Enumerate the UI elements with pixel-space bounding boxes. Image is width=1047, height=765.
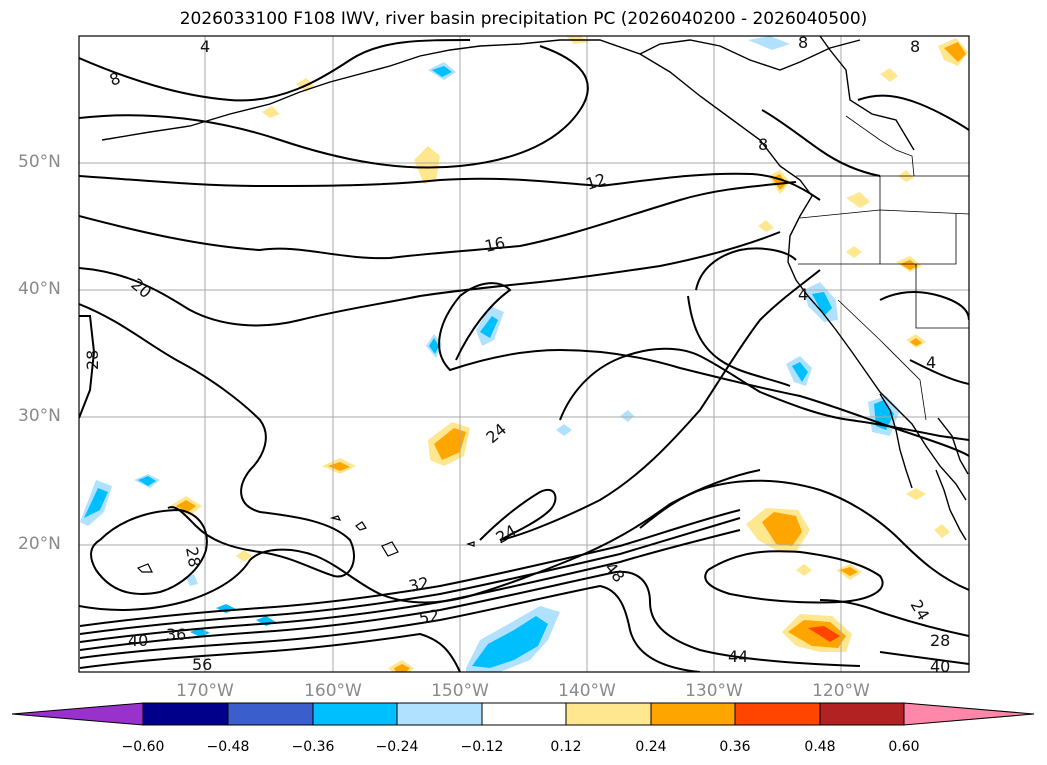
precip-patch <box>944 42 966 62</box>
contour-label: 4 <box>926 353 936 372</box>
precip-patch <box>138 476 156 486</box>
colorbar-tick: −0.60 <box>121 739 165 755</box>
precip-patch <box>846 192 870 208</box>
precip-patch <box>846 246 862 258</box>
precip-patch <box>910 338 922 346</box>
iwv-contours <box>79 39 969 672</box>
lon-label-170w: 170°W <box>176 681 234 701</box>
islands <box>136 515 475 573</box>
contour-label: 52 <box>417 606 440 628</box>
colorbar-segment <box>142 702 229 726</box>
precip-patch <box>758 220 774 232</box>
lon-label-140w: 140°W <box>558 681 616 701</box>
colorbar-tick: −0.24 <box>375 739 419 755</box>
coastlines <box>101 36 969 541</box>
lat-label-30n: 30°N <box>18 406 61 426</box>
lon-label-160w: 160°W <box>304 681 362 701</box>
precip-patch <box>812 292 832 316</box>
precip-patch <box>880 68 898 82</box>
precip-patch <box>472 616 548 668</box>
contour-label: 16 <box>483 233 507 256</box>
contour-label: 28 <box>930 631 950 650</box>
colorbar-segment <box>227 702 314 726</box>
precip-patch <box>414 146 440 184</box>
colorbar-tick: 0.48 <box>804 739 836 755</box>
colorbar-segment <box>734 702 821 726</box>
precip-patch <box>762 512 802 546</box>
colorbar-tick: 0.12 <box>550 739 582 755</box>
colorbar-segment <box>650 702 736 726</box>
precip-patch <box>84 488 108 518</box>
colorbar-tick: 0.60 <box>888 739 920 755</box>
precip-patch <box>480 316 498 338</box>
precip-patch <box>906 488 926 500</box>
colorbar-segment <box>903 702 1035 726</box>
graticule <box>79 36 969 672</box>
colorbar-tick: −0.12 <box>460 739 504 755</box>
contour-label: 48 <box>601 558 629 586</box>
lat-label-40n: 40°N <box>18 279 61 299</box>
contour-label: 8 <box>798 33 808 52</box>
contour-label: 32 <box>407 573 431 596</box>
lon-label-130w: 130°W <box>685 681 743 701</box>
precip-patch <box>434 428 466 460</box>
colorbar-segment <box>312 702 398 726</box>
colorbar-segment <box>396 702 483 726</box>
contour-label: 4 <box>798 285 808 304</box>
state-borders <box>796 115 969 421</box>
lon-label-120w: 120°W <box>812 681 870 701</box>
contour-label: 24 <box>907 597 934 624</box>
contour-label: 8 <box>758 135 768 154</box>
contour-label: 24 <box>482 419 510 447</box>
precip-patch <box>792 362 808 382</box>
precip-patch <box>262 106 280 118</box>
colorbar-segment <box>819 702 905 726</box>
contour-label: 44 <box>728 647 748 666</box>
lat-label-50n: 50°N <box>18 152 61 172</box>
contour-label: 4 <box>200 37 210 56</box>
colorbar-tick: −0.36 <box>291 739 335 755</box>
contour-label: 36 <box>166 625 186 644</box>
colorbar-segment <box>481 702 567 726</box>
precip-patch <box>840 567 858 576</box>
contour-label: 28 <box>83 350 102 370</box>
precip-patch <box>556 424 572 436</box>
map-frame <box>78 35 970 673</box>
precip-patch <box>429 338 439 354</box>
contour-label: 28 <box>182 545 204 568</box>
contour-label: 40 <box>930 657 950 676</box>
lat-label-20n: 20°N <box>18 534 61 554</box>
colorbar-tick: 0.36 <box>719 739 751 755</box>
contour-label: 56 <box>192 655 212 674</box>
lon-label-150w: 150°W <box>431 681 489 701</box>
colorbar-segment <box>11 702 144 726</box>
precip-patch <box>432 66 452 77</box>
precip-patch <box>186 574 198 586</box>
precip-patch <box>394 664 410 672</box>
contour-label: 40 <box>128 631 148 650</box>
colorbar <box>11 702 1035 726</box>
colorbar-segment <box>565 702 652 726</box>
precip-patch <box>748 36 790 50</box>
precip-shading <box>80 36 968 672</box>
map-title: 2026033100 F108 IWV, river basin precipi… <box>179 9 868 29</box>
precip-patch <box>808 626 840 642</box>
precip-patch <box>620 410 634 422</box>
precip-patch <box>236 550 252 562</box>
colorbar-tick: −0.48 <box>206 739 250 755</box>
precip-patch <box>796 564 812 576</box>
precip-patch <box>176 500 196 512</box>
contour-label: 8 <box>107 68 123 89</box>
precip-patch <box>900 260 918 270</box>
colorbar-tick: 0.24 <box>635 739 667 755</box>
contour-label: 8 <box>910 37 920 56</box>
precip-patch <box>934 524 950 538</box>
